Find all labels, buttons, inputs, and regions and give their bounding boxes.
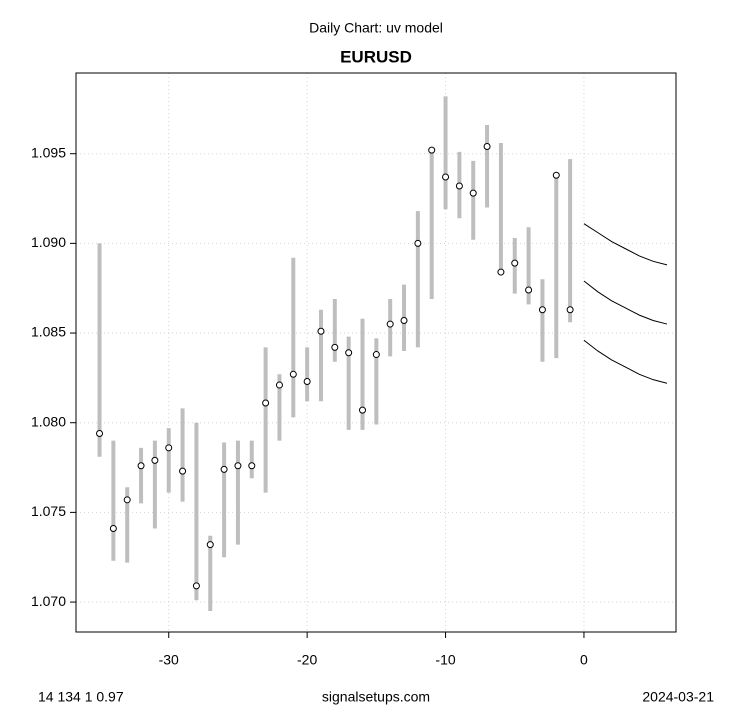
close-point xyxy=(137,462,145,470)
close-point xyxy=(179,467,187,475)
close-point xyxy=(303,377,311,385)
close-point xyxy=(428,146,436,154)
forecast-line xyxy=(583,280,668,325)
close-point xyxy=(234,462,242,470)
close-point xyxy=(483,143,491,151)
close-point xyxy=(262,399,270,407)
close-point xyxy=(248,462,256,470)
close-point xyxy=(96,429,104,437)
y-tick-label: 1.075 xyxy=(31,503,66,519)
x-tick-label: -10 xyxy=(435,652,455,668)
y-tick-label: 1.080 xyxy=(31,413,66,429)
chart-subtitle: EURUSD xyxy=(340,47,412,66)
close-point xyxy=(497,268,505,276)
y-tick-label: 1.090 xyxy=(31,234,66,250)
close-point xyxy=(386,320,394,328)
close-point xyxy=(220,465,228,473)
close-point xyxy=(400,316,408,324)
close-point xyxy=(566,306,574,314)
close-point xyxy=(372,351,380,359)
close-point xyxy=(455,182,463,190)
close-point xyxy=(289,370,297,378)
close-point xyxy=(206,541,214,549)
close-point xyxy=(331,343,339,351)
footer-left: 14 134 1 0.97 xyxy=(38,689,124,705)
close-point xyxy=(123,496,131,504)
x-tick-label: -20 xyxy=(297,652,317,668)
close-point xyxy=(538,306,546,314)
x-tick-label: 0 xyxy=(580,652,588,668)
close-point xyxy=(275,381,283,389)
close-point xyxy=(414,239,422,247)
close-point xyxy=(442,173,450,181)
close-point xyxy=(317,327,325,335)
footer-center: signalsetups.com xyxy=(322,689,430,705)
forecast-line xyxy=(583,223,668,266)
close-point xyxy=(469,189,477,197)
plot-frame xyxy=(75,72,677,633)
x-tick-label: -30 xyxy=(159,652,179,668)
chart-title: Daily Chart: uv model xyxy=(309,20,443,36)
close-point xyxy=(345,349,353,357)
footer-right: 2024-03-21 xyxy=(642,689,714,705)
y-tick-label: 1.095 xyxy=(31,144,66,160)
forecast-line xyxy=(583,339,668,384)
close-point xyxy=(511,259,519,267)
close-point xyxy=(165,444,173,452)
close-point xyxy=(109,525,117,533)
close-point xyxy=(525,286,533,294)
y-tick-label: 1.085 xyxy=(31,324,66,340)
close-point xyxy=(192,582,200,590)
close-point xyxy=(359,406,367,414)
close-point xyxy=(151,456,159,464)
close-point xyxy=(552,171,560,179)
y-tick-label: 1.070 xyxy=(31,593,66,609)
